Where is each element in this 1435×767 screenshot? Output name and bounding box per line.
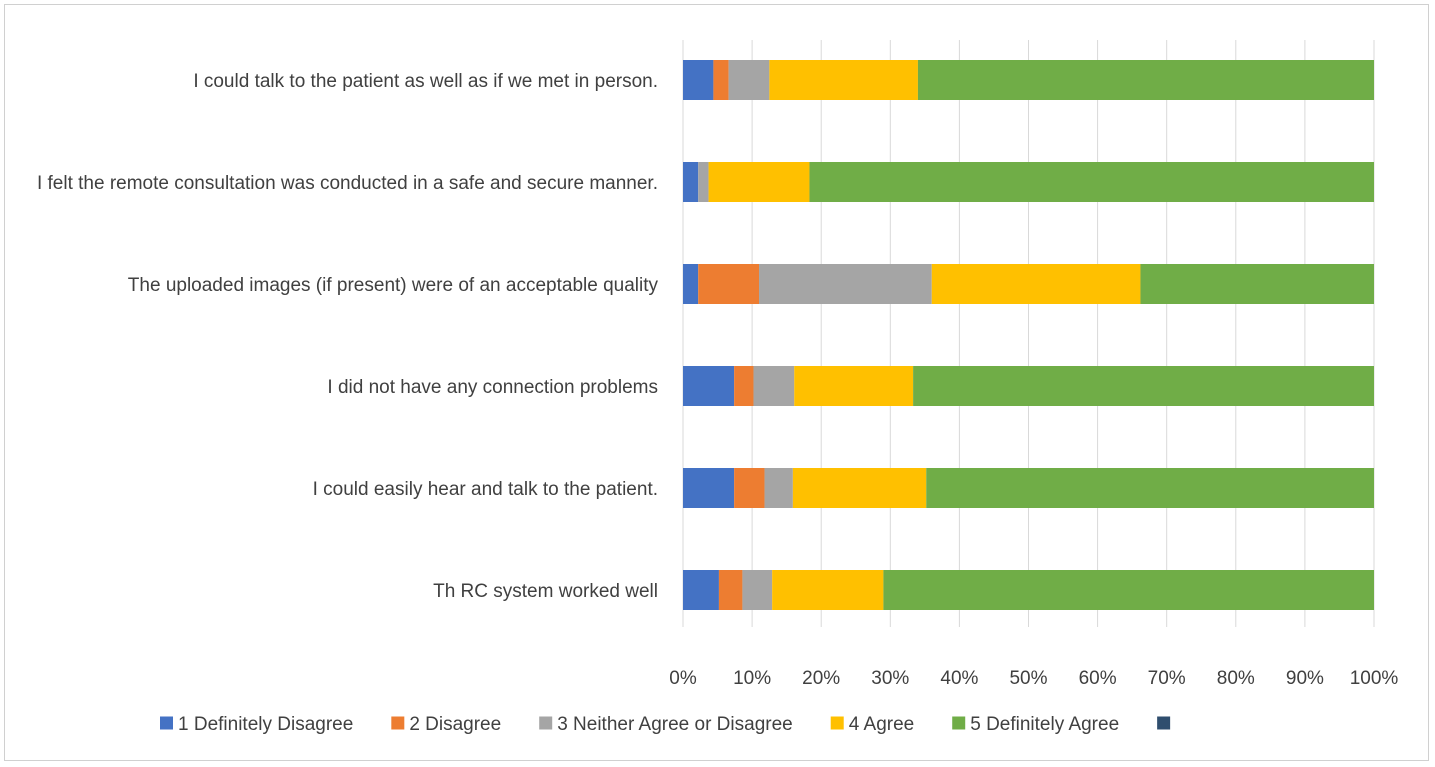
bar-segment <box>734 366 754 406</box>
bar-segment <box>713 60 729 100</box>
bar-segment <box>698 264 760 304</box>
category-label: I felt the remote consultation was condu… <box>37 173 658 194</box>
bar-segment <box>769 60 918 100</box>
x-tick-label: 30% <box>871 668 909 689</box>
legend-label: 5 Definitely Agree <box>970 714 1119 735</box>
bar-segment <box>772 570 884 610</box>
bar-segment <box>683 366 735 406</box>
bar-segment <box>931 264 1141 304</box>
bar-segment <box>792 468 927 508</box>
x-tick-label: 10% <box>733 668 771 689</box>
bar-segment <box>683 162 699 202</box>
bar-segment <box>683 570 719 610</box>
legend-swatch <box>539 716 553 730</box>
legend-swatch <box>1157 716 1171 730</box>
x-tick-label: 50% <box>1009 668 1047 689</box>
legend-swatch <box>160 716 173 730</box>
bar-segment <box>742 570 773 610</box>
bar-segment <box>728 60 770 100</box>
x-tick-label: 100% <box>1350 668 1399 689</box>
legend-swatch <box>830 716 844 730</box>
bar-segment <box>883 570 1374 610</box>
legend-swatch <box>391 716 405 730</box>
bar-segment <box>753 366 795 406</box>
bar-segment <box>734 468 765 508</box>
bar-segment <box>718 570 743 610</box>
x-tick-label: 90% <box>1286 668 1324 689</box>
bar-segment <box>698 162 709 202</box>
legend-swatch <box>952 716 966 730</box>
legend-label: 2 Disagree <box>409 714 501 735</box>
bar-segment <box>1140 264 1374 304</box>
category-label: Th RC system worked well <box>433 581 658 602</box>
bar-segment <box>708 162 810 202</box>
bar-segment <box>759 264 932 304</box>
category-label: I could talk to the patient as well as i… <box>193 71 658 92</box>
legend-label: 4 Agree <box>849 714 915 735</box>
x-tick-label: 40% <box>940 668 978 689</box>
bar-segment <box>926 468 1374 508</box>
bar-segment <box>683 264 699 304</box>
bar-segment <box>809 162 1374 202</box>
bar-segment <box>917 60 1374 100</box>
category-label: I did not have any connection problems <box>327 377 658 398</box>
x-tick-label: 20% <box>802 668 840 689</box>
x-tick-label: 70% <box>1148 668 1186 689</box>
category-label: The uploaded images (if present) were of… <box>128 275 659 296</box>
legend-label: 1 Definitely Disagree <box>178 714 353 735</box>
x-tick-label: 60% <box>1079 668 1117 689</box>
bar-segment <box>764 468 793 508</box>
bar-segment <box>794 366 914 406</box>
category-label: I could easily hear and talk to the pati… <box>313 479 658 500</box>
legend-label: 3 Neither Agree or Disagree <box>557 714 793 735</box>
x-tick-label: 80% <box>1217 668 1255 689</box>
bar-segment <box>683 60 714 100</box>
bar-segment <box>683 468 735 508</box>
bar-segment <box>913 366 1374 406</box>
x-tick-label: 0% <box>669 668 697 689</box>
